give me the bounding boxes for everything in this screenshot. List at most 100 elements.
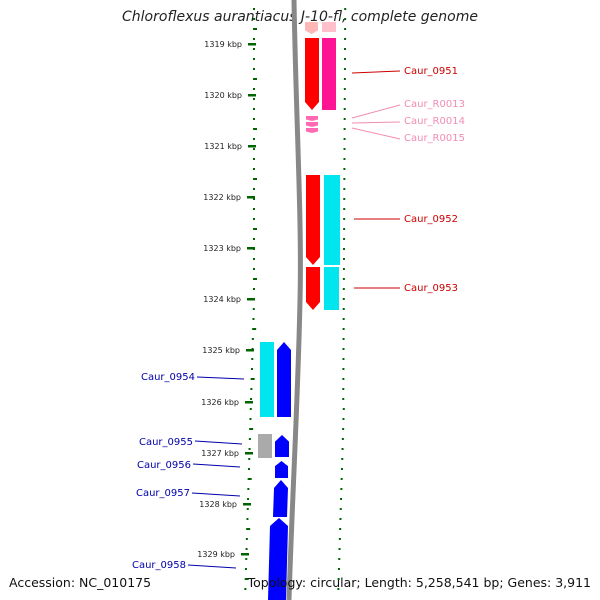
gc-dot — [249, 428, 254, 430]
scale-tick — [248, 94, 256, 97]
gc-dot — [342, 308, 345, 310]
gc-dot — [253, 18, 255, 20]
gc-dot — [251, 358, 254, 360]
gc-dot — [253, 268, 255, 270]
gc-dot — [340, 498, 343, 500]
gene-labels: Caur_0951 Caur_R0013 Caur_R0014 Caur_R0015 C… — [132, 66, 465, 571]
gc-dot — [253, 28, 257, 30]
scale-tick — [248, 145, 256, 148]
label-leader — [351, 70, 401, 74]
gc-dot — [253, 208, 255, 210]
gc-dot — [337, 568, 340, 570]
gene-arrow-forward — [305, 38, 319, 110]
gc-dot — [339, 518, 342, 520]
scale-tick-label: 1327 kbp — [201, 449, 239, 458]
gc-dot — [343, 88, 346, 90]
scale-tick — [247, 247, 255, 250]
gc-dot — [343, 188, 346, 190]
gc-dot — [247, 468, 250, 470]
gc-dot — [343, 78, 346, 80]
label-leader — [351, 127, 401, 140]
gc-skew-track-right — [337, 8, 347, 590]
gc-dot — [250, 388, 253, 390]
scale-tick — [248, 43, 256, 46]
gc-dot — [245, 538, 248, 540]
label-leader — [194, 440, 243, 445]
gc-dot — [343, 158, 346, 160]
gc-dot — [343, 198, 346, 200]
scale-tick-label: 1319 kbp — [204, 40, 242, 49]
gc-dot — [248, 448, 251, 450]
gc-dot — [253, 228, 257, 230]
gc-dot — [342, 278, 345, 280]
label-leader — [196, 376, 245, 380]
genome-axis — [286, 0, 303, 600]
gc-dot — [342, 358, 345, 360]
gc-dot — [342, 258, 345, 260]
gc-dot — [337, 588, 340, 590]
gc-dot — [342, 338, 345, 340]
gc-dot — [342, 328, 345, 330]
gc-dot — [338, 558, 341, 560]
gc-dot — [247, 498, 250, 500]
cds-box — [260, 342, 274, 417]
gc-dot — [343, 128, 346, 130]
scale-tick-label: 1329 kbp — [197, 550, 235, 559]
gc-dot — [343, 228, 346, 230]
gc-dot — [253, 178, 257, 180]
scale-ticks: 1319 kbp 1320 kbp 1321 kbp 1322 kbp 1323 kbp… — [197, 40, 256, 559]
gc-dot — [342, 298, 345, 300]
scale-tick — [247, 298, 255, 301]
gc-dot — [343, 68, 346, 70]
gene-label-caur_r0014: Caur_R0014 — [404, 116, 465, 127]
gc-dot — [343, 138, 346, 140]
gc-dot — [253, 198, 255, 200]
gc-dot — [342, 318, 345, 320]
label-leader — [191, 492, 241, 497]
gc-dot — [342, 268, 345, 270]
cds-box — [324, 267, 339, 310]
gc-dot — [253, 188, 255, 190]
scale-tick — [246, 349, 254, 352]
scale-tick-label: 1325 kbp — [202, 346, 240, 355]
gc-dot — [253, 118, 255, 120]
gc-dot — [344, 38, 347, 40]
gene-arrow-forward — [306, 175, 320, 265]
gc-dot — [253, 98, 255, 100]
gc-dot — [246, 528, 251, 530]
gc-dot — [342, 378, 345, 380]
gene-label-caur_r0015: Caur_R0015 — [404, 133, 465, 144]
gc-dot — [343, 58, 346, 60]
gc-dot — [340, 488, 343, 490]
gc-dot — [245, 548, 248, 550]
gc-dot — [253, 128, 257, 130]
gc-dot — [246, 518, 249, 520]
gene-label-caur_0956: Caur_0956 — [137, 460, 191, 471]
gc-dot — [343, 248, 346, 250]
gc-dot — [250, 368, 253, 370]
gc-dot — [343, 98, 346, 100]
label-leader — [187, 564, 237, 569]
gc-dot — [249, 418, 252, 420]
gc-dot — [343, 148, 346, 150]
gc-dot — [343, 178, 346, 180]
gc-dot — [339, 508, 342, 510]
scale-tick-label: 1322 kbp — [203, 193, 241, 202]
rna-arrow — [306, 122, 318, 127]
gc-dot — [253, 238, 255, 240]
scale-tick — [247, 196, 255, 199]
gc-dot — [344, 48, 347, 50]
gc-dot — [253, 38, 255, 40]
gene-arrow-reverse — [277, 342, 291, 417]
gc-skew-track-left — [244, 8, 257, 590]
gc-dot — [344, 18, 347, 20]
label-leader — [192, 463, 241, 468]
cds-box — [322, 38, 336, 110]
gene-label-caur_0957: Caur_0957 — [136, 488, 190, 499]
gc-dot — [338, 548, 341, 550]
gc-dot — [252, 318, 255, 320]
gc-dot — [342, 288, 345, 290]
gene-label-caur_0955: Caur_0955 — [139, 437, 193, 448]
gc-dot — [343, 108, 346, 110]
